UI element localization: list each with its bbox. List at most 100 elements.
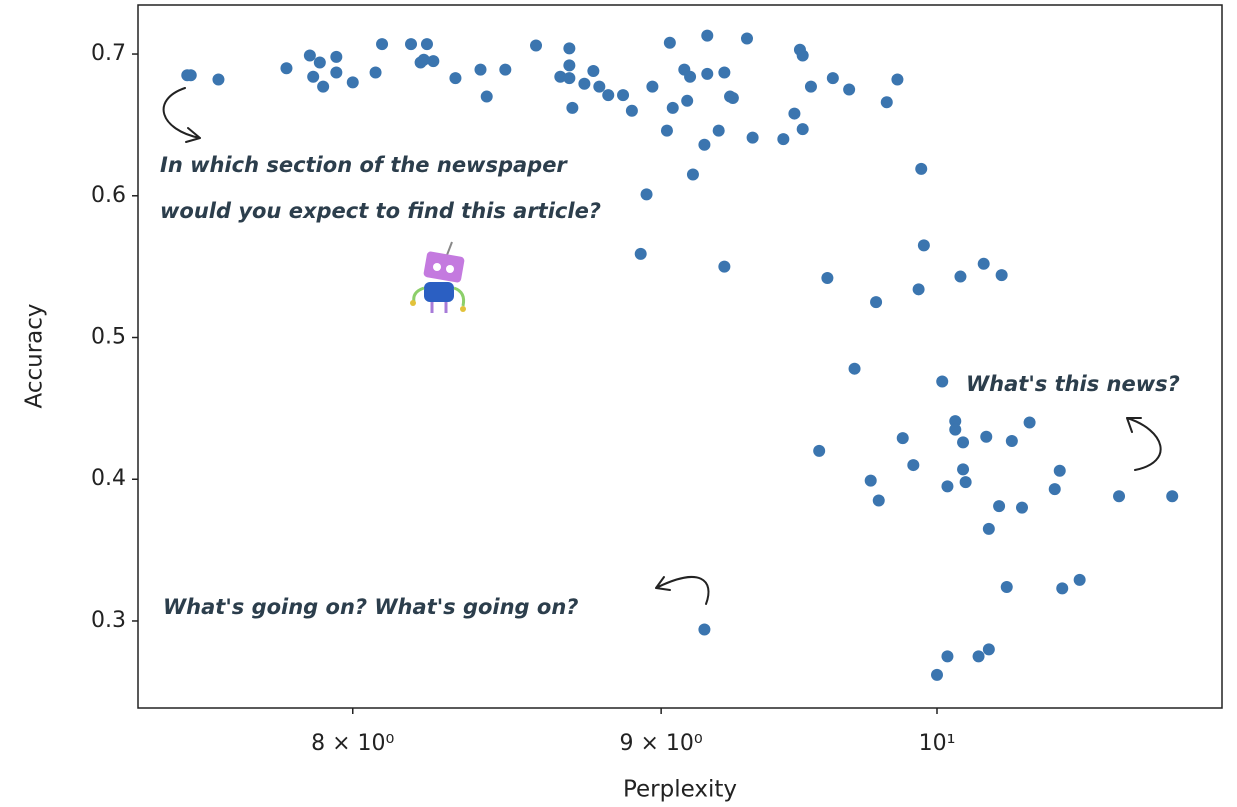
scatter-point — [907, 459, 920, 472]
scatter-point — [954, 270, 967, 283]
scatter-point — [1005, 434, 1018, 447]
annotation: would you expect to find this article? — [160, 199, 601, 223]
scatter-point — [843, 83, 856, 96]
scatter-point — [880, 96, 893, 109]
scatter-point — [666, 101, 679, 114]
scatter-point — [826, 72, 839, 85]
scatter-point — [957, 436, 970, 449]
scatter-point — [376, 38, 389, 51]
scatter-point — [1166, 490, 1179, 503]
scatter-point — [313, 56, 326, 69]
scatter-point — [417, 53, 430, 66]
scatter-point — [563, 42, 576, 55]
arrow — [1126, 417, 1162, 471]
scatter-point — [646, 80, 659, 93]
scatter-point — [804, 80, 817, 93]
scatter-point — [480, 90, 493, 103]
scatter-point — [317, 80, 330, 93]
y-tick-label: 0.6 — [91, 183, 126, 208]
scatter-point — [995, 269, 1008, 282]
scatter-point — [1048, 483, 1061, 496]
scatter-point — [712, 124, 725, 137]
scatter-point — [777, 133, 790, 146]
scatter-point — [1073, 573, 1086, 586]
scatter-point — [427, 55, 440, 68]
x-axis-label: Perplexity — [623, 777, 737, 803]
scatter-point — [993, 500, 1006, 513]
y-tick-label: 0.5 — [91, 325, 126, 350]
scatter-point — [563, 59, 576, 72]
scatter-point — [813, 444, 826, 457]
y-axis-label: Accuracy — [22, 303, 48, 408]
scatter-point — [578, 77, 591, 90]
scatter-point — [184, 69, 197, 82]
scatter-point — [796, 123, 809, 136]
x-tick-label: 9 × 10⁰ — [620, 731, 703, 756]
scatter-point — [701, 29, 714, 42]
scatter-point — [660, 124, 673, 137]
scatter-point — [982, 522, 995, 535]
scatter-point — [726, 91, 739, 104]
scatter-point — [930, 668, 943, 681]
scatter-point — [891, 73, 904, 86]
scatter-point — [864, 474, 877, 487]
scatter-point — [602, 89, 615, 102]
scatter-point — [563, 72, 576, 85]
scatter-point — [587, 65, 600, 78]
scatter-point — [788, 107, 801, 120]
scatter-point — [303, 49, 316, 62]
scatter-point — [949, 415, 962, 428]
scatter-point — [957, 463, 970, 476]
scatter-point — [917, 239, 930, 252]
scatter-point — [280, 62, 293, 75]
scatter-point — [912, 283, 925, 296]
scatter-point — [740, 32, 753, 45]
scatter-point — [1023, 416, 1036, 429]
scatter-point — [369, 66, 382, 79]
scatter-point — [1056, 582, 1069, 595]
scatter-point — [686, 168, 699, 181]
x-tick-label: 8 × 10⁰ — [311, 731, 394, 756]
scatter-point — [330, 66, 343, 79]
scatter-point — [1053, 464, 1066, 477]
scatter-point — [330, 50, 343, 63]
scatter-point — [848, 362, 861, 375]
arrow — [162, 87, 201, 143]
scatter-point — [566, 101, 579, 114]
scatter-point — [1016, 501, 1029, 514]
scatter-point — [663, 36, 676, 49]
scatter-point — [681, 94, 694, 107]
scatter-point — [718, 260, 731, 273]
scatter-point — [1113, 490, 1126, 503]
annotation: What's this news? — [966, 372, 1180, 396]
scatter-point — [959, 476, 972, 489]
scatter-point — [972, 650, 985, 663]
scatter-point — [980, 430, 993, 443]
scatter-point — [936, 375, 949, 388]
robot-icon — [410, 241, 466, 313]
scatter-point — [977, 257, 990, 270]
scatter-point — [870, 296, 883, 309]
scatter-point — [593, 80, 606, 93]
scatter-point — [625, 104, 638, 117]
scatter-point — [346, 76, 359, 89]
y-tick-label: 0.4 — [91, 466, 126, 491]
scatter-point — [718, 66, 731, 79]
scatter-point — [698, 138, 711, 151]
arrow — [655, 576, 710, 605]
scatter-point — [530, 39, 543, 52]
y-tick-label: 0.3 — [91, 608, 126, 633]
annotation: What's going on? What's going on? — [163, 595, 578, 619]
x-tick-label: 10¹ — [919, 731, 956, 756]
scatter-point — [634, 247, 647, 260]
y-tick-label: 0.7 — [91, 41, 126, 66]
scatter-point — [554, 70, 567, 83]
scatter-point — [1000, 580, 1013, 593]
scatter-point — [474, 63, 487, 76]
scatter-point — [796, 49, 809, 62]
scatter-point — [420, 38, 433, 51]
scatter-point — [896, 432, 909, 445]
scatter-point — [949, 423, 962, 436]
scatter-point — [941, 650, 954, 663]
scatter-point — [746, 131, 759, 144]
